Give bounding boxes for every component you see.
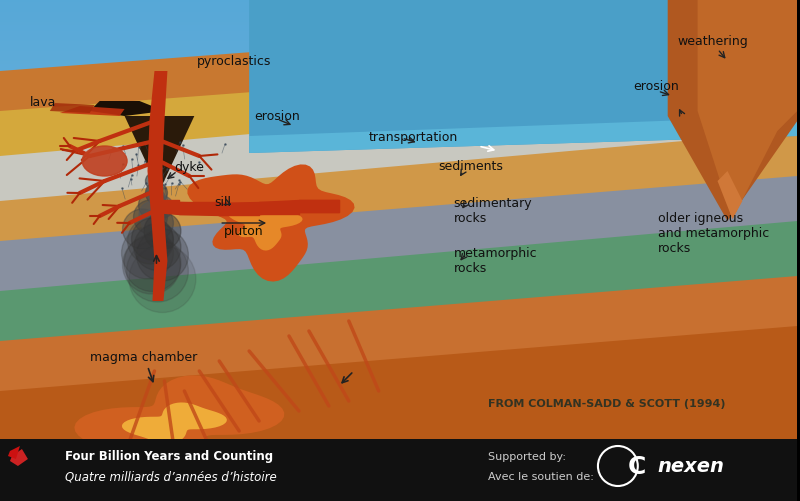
Text: Supported by:: Supported by: [488,451,566,461]
Polygon shape [698,0,798,219]
Polygon shape [0,216,798,341]
Circle shape [139,202,166,229]
Circle shape [122,236,180,295]
Circle shape [137,229,188,282]
Polygon shape [74,376,284,467]
Circle shape [151,196,174,218]
Polygon shape [0,272,798,391]
Text: pluton: pluton [224,225,264,238]
Text: FROM COLMAN-SADD & SCOTT (1994): FROM COLMAN-SADD & SCOTT (1994) [488,398,726,408]
Text: nexen: nexen [658,456,725,475]
Text: weathering: weathering [678,36,749,49]
Circle shape [127,218,174,265]
Polygon shape [0,47,798,157]
Circle shape [134,224,181,271]
Polygon shape [0,172,798,292]
Text: erosion: erosion [254,110,300,123]
Polygon shape [125,117,194,191]
Text: sediments: sediments [438,160,503,173]
Polygon shape [0,127,798,241]
Circle shape [124,235,181,292]
Ellipse shape [82,147,127,177]
Polygon shape [249,0,798,154]
Text: sedimentary
rocks: sedimentary rocks [454,196,532,224]
Polygon shape [60,107,125,117]
Polygon shape [8,446,20,459]
Polygon shape [0,12,798,112]
Text: erosion: erosion [633,80,678,93]
Text: magma chamber: magma chamber [90,350,197,363]
Circle shape [126,240,188,303]
Text: pyroclastics: pyroclastics [198,56,272,68]
Circle shape [134,200,167,234]
Polygon shape [90,102,165,117]
Text: dyke: dyke [174,160,204,173]
Circle shape [146,174,162,189]
Circle shape [146,183,167,204]
Polygon shape [668,0,798,221]
Circle shape [142,207,174,239]
Polygon shape [0,321,798,501]
Text: sill: sill [214,195,231,208]
Polygon shape [227,202,302,251]
Circle shape [129,246,196,313]
Polygon shape [10,449,28,466]
Circle shape [138,191,166,219]
Circle shape [144,213,181,250]
Text: Four Billion Years and Counting: Four Billion Years and Counting [65,449,273,462]
Circle shape [122,209,162,249]
Polygon shape [50,104,94,114]
Text: metamorphic
rocks: metamorphic rocks [454,246,537,275]
Text: older igneous
and metamorphic
rocks: older igneous and metamorphic rocks [658,211,769,255]
Polygon shape [249,117,798,154]
Polygon shape [147,72,167,302]
Text: C: C [628,454,646,478]
Text: transportation: transportation [369,130,458,143]
Bar [0,439,798,501]
Polygon shape [0,82,798,201]
Circle shape [122,227,174,280]
Text: Quatre milliards d’années d’histoire: Quatre milliards d’années d’histoire [65,469,277,482]
Circle shape [131,218,174,261]
Polygon shape [122,403,227,444]
Polygon shape [187,165,354,282]
Text: lava: lava [30,95,56,108]
Circle shape [149,191,166,208]
Text: Avec le soutien de:: Avec le soutien de: [488,471,594,481]
Circle shape [146,186,158,197]
Polygon shape [718,172,742,219]
